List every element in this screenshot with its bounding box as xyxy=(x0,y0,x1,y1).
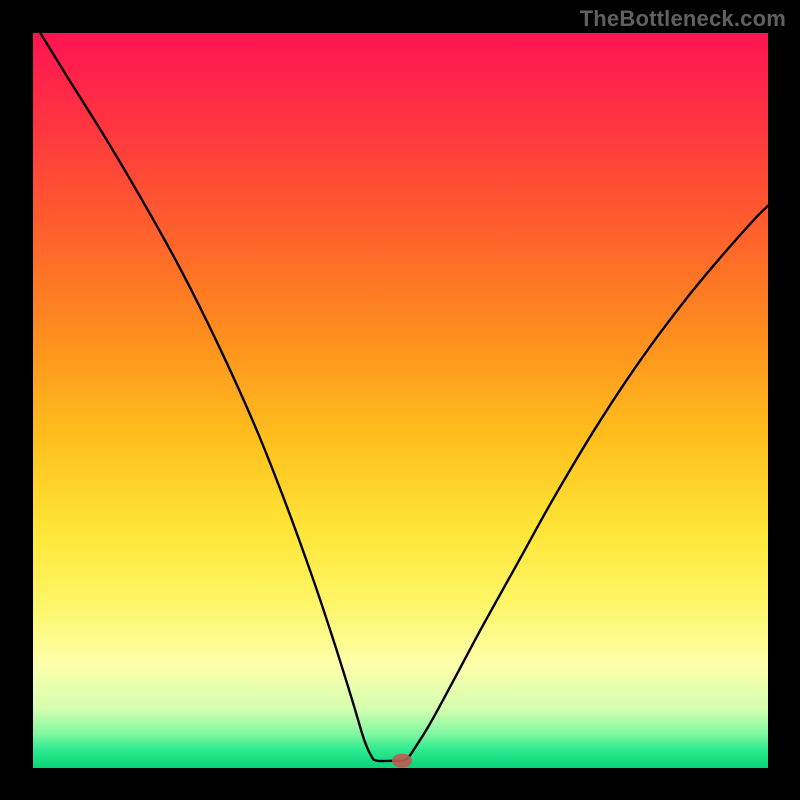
chart-container: TheBottleneck.com xyxy=(0,0,800,800)
plot-background-gradient xyxy=(33,33,768,768)
watermark-text: TheBottleneck.com xyxy=(580,6,786,32)
bottleneck-chart xyxy=(0,0,800,800)
minimum-marker xyxy=(392,754,412,768)
